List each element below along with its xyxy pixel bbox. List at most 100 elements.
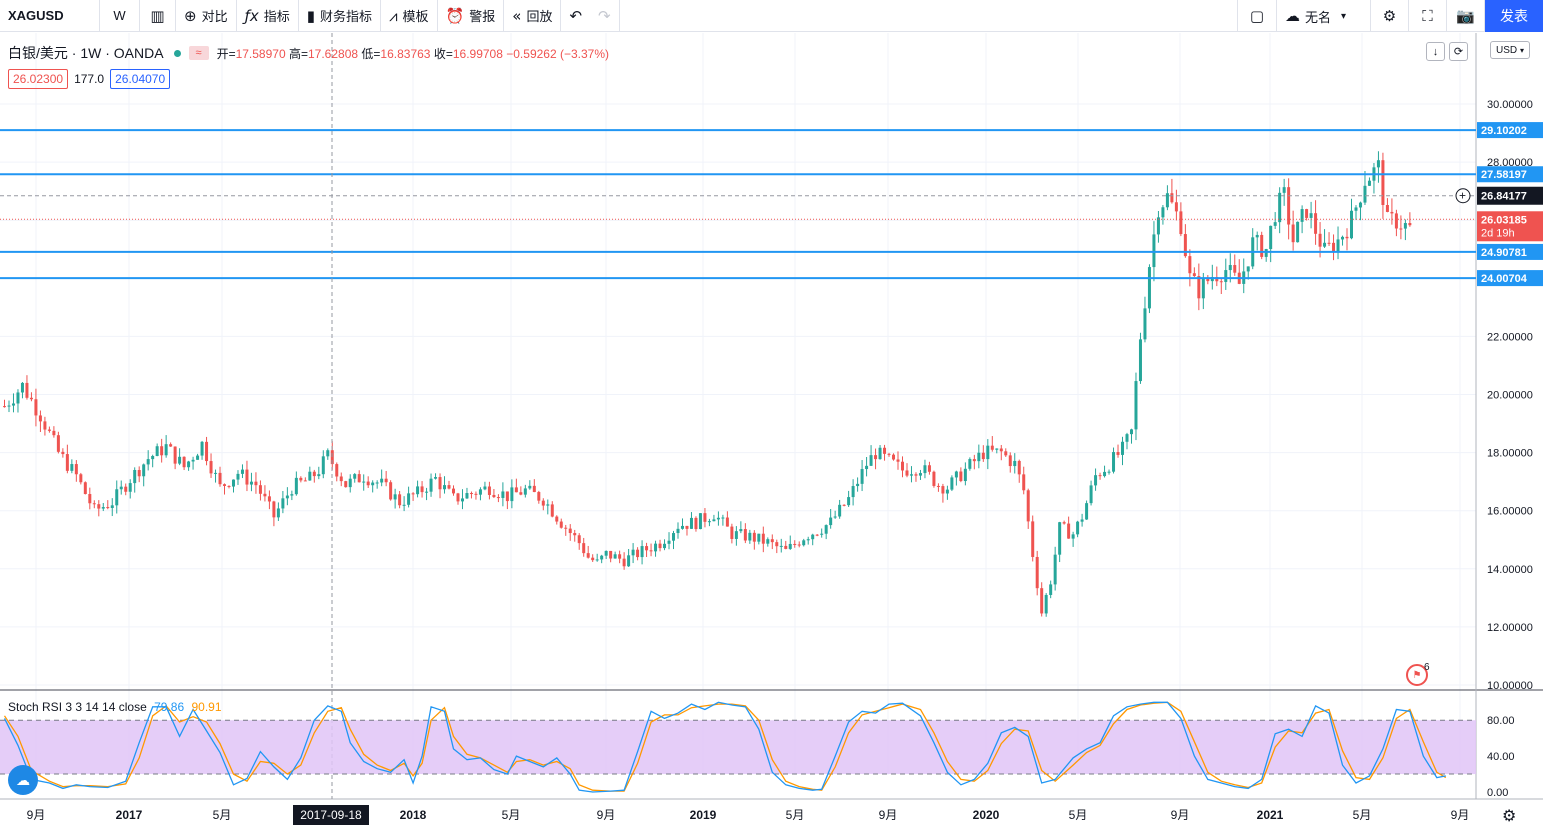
candle-body [200,441,204,456]
candle-body [1174,202,1178,212]
candle-body [142,464,146,477]
candle-body [797,544,801,546]
redo-button[interactable]: ↷ [590,0,620,32]
candle-body [1049,584,1053,595]
candle-body [775,542,779,547]
currency-selector[interactable]: USD ▾ [1490,41,1530,59]
candle-body [281,498,285,509]
candle-body [1224,270,1228,282]
stoch-rsi-legend[interactable]: Stoch RSI 3 3 14 14 close 79.86 90.91 [8,700,222,714]
candle-body [927,465,931,472]
candle-body [1107,471,1111,473]
candles-icon: ▥ [150,6,165,25]
maximize-pane-button[interactable]: ⟳ [1449,42,1468,61]
candle-body [1233,265,1237,273]
undo-button[interactable]: ↶ [561,0,590,32]
crosshair-date-label: 2017-09-18 [293,805,369,825]
candle-body [1345,236,1349,239]
crosshair-price-tag [1477,186,1543,205]
layout-button[interactable]: ▢ [1237,0,1277,32]
hline-price-tag [1477,166,1543,183]
candle-body [604,550,608,556]
arrow-down-icon: ↓ [1432,45,1439,58]
hline-price-tag [1477,243,1543,260]
layout-name: 无名 [1305,9,1332,25]
candle-body [101,507,105,509]
stoch-axis-tick: 40.00 [1487,751,1515,763]
chevron-down-icon: ▾ [1519,45,1524,55]
candle-body [393,494,397,500]
bid-ask-spread: 26.02300 177.0 26.04070 [8,69,171,89]
bid-price[interactable]: 26.02300 [8,69,69,89]
candle-body [137,469,141,477]
economic-event-flag-icon[interactable]: ⚑ [1406,664,1428,686]
candle-body [133,469,137,484]
chart-type-button[interactable]: ▥ [140,0,176,32]
tradingview-logo-icon[interactable]: ☁ [8,765,38,795]
candle-body [654,543,658,552]
candle-body [1309,213,1313,218]
candle-body [469,493,473,495]
candle-body [1156,217,1160,235]
candle-body [1103,471,1107,477]
templates-button[interactable]: ⩘ 模板 [381,0,438,32]
candle-body [945,489,949,494]
candle-body [290,494,294,496]
publish-button[interactable]: 发表 [1485,0,1543,32]
candle-body [191,459,195,462]
candle-body [1026,490,1030,522]
interval-button[interactable]: W [100,0,140,32]
candle-body [47,429,51,431]
candle-body [1040,588,1044,614]
alarm-clock-icon: ⏰ [445,6,465,25]
candle-body [384,478,388,483]
settings-button[interactable]: ⚙ [1371,0,1409,32]
candle-body [1094,475,1098,486]
scroll-to-bottom-button[interactable]: ↓ [1426,42,1445,61]
candle-body [1089,485,1093,504]
financials-button[interactable]: ▮ 财务指标 [299,0,382,32]
candle-body [124,486,128,492]
candle-body [218,472,222,485]
candle-body [752,532,756,542]
price-axis-tick: 18.00000 [1487,448,1533,460]
snapshot-button[interactable]: 📷 [1447,0,1485,32]
candle-body [1385,205,1389,212]
indicators-button[interactable]: ƒx 指标 [237,0,299,32]
time-axis-tick: 2019 [690,808,717,822]
symbol-search[interactable]: XAGUSD [0,0,100,32]
layout-name-button[interactable]: ☁ 无名 ▾ [1277,0,1371,32]
candle-body [56,435,60,452]
candle-body [963,468,967,482]
candle-body [793,543,797,545]
candle-body [1390,211,1394,214]
replay-button[interactable]: « 回放 [504,0,562,32]
candle-body [577,535,581,544]
candle-body [88,494,92,504]
time-axis-tick: 2021 [1257,808,1284,822]
candle-body [1031,521,1035,557]
candles [3,151,1412,617]
candle-body [586,553,590,558]
ask-price[interactable]: 26.04070 [110,69,171,89]
candle-body [402,504,406,506]
candle-body [353,474,357,479]
candle-body [757,533,761,542]
fullscreen-button[interactable]: ⛶ [1409,0,1447,32]
alert-button[interactable]: ⏰ 警报 [438,0,505,32]
candle-body [456,493,460,502]
candle-body [3,406,6,408]
candle-body [52,430,56,436]
stoch-label: Stoch RSI 3 3 14 14 close [8,700,147,714]
candle-body [1053,554,1057,585]
candle-body [465,493,469,499]
candle-body [1269,225,1273,250]
candle-body [128,483,132,492]
chart-canvas[interactable]: 29.10202 27.58197 24.90781 24.00704 26.84177… [0,33,1543,832]
gear-icon[interactable]: ⚙ [1502,806,1517,825]
candle-body [649,550,653,552]
candle-body [371,482,375,486]
compare-button[interactable]: ⊕ 对比 [176,0,237,32]
plus-circle-icon: ⊕ [184,6,197,25]
candle-body [627,555,631,567]
